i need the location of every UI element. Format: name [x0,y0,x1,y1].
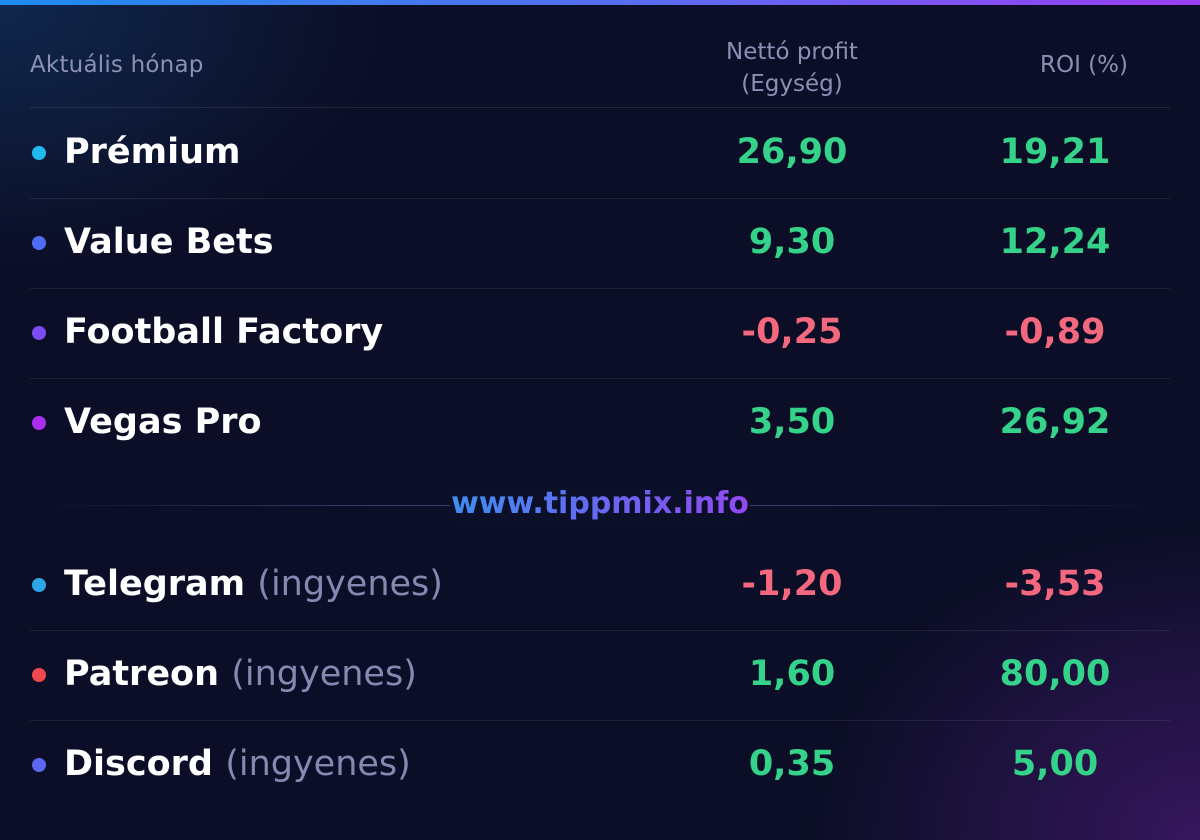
row-bullet-dot [32,236,46,250]
table-row: Vegas Pro 3,50 26,92 [30,378,1170,468]
net-profit-value: 0,35 [748,744,836,784]
row-name-suffix: (ingyenes) [231,654,417,694]
row-name: Football Factory [64,312,383,352]
row-name-label: Prémium [64,132,241,172]
roi-value: 80,00 [999,654,1111,694]
row-bullet-dot [32,758,46,772]
table-header: Aktuális hónap Nettó profit (Egység) ROI… [30,0,1170,108]
table-row: Value Bets 9,30 12,24 [30,198,1170,289]
row-bullet-dot [32,668,46,682]
row-bullet-dot [32,326,46,340]
row-name: Telegram (ingyenes) [64,564,443,604]
roi-value: -0,89 [1004,312,1106,352]
table-row: Telegram (ingyenes) -1,20 -3,53 [30,540,1170,631]
row-name: Patreon (ingyenes) [64,654,417,694]
row-name-label: Value Bets [64,222,274,262]
table-row: Prémium 26,90 19,21 [30,108,1170,199]
table-row: Discord (ingyenes) 0,35 5,00 [30,720,1170,810]
roi-value: 19,21 [999,132,1111,172]
roi-value: 5,00 [1011,744,1099,784]
net-profit-value: 1,60 [748,654,836,694]
row-name-label: Discord [64,744,213,784]
row-name-label: Football Factory [64,312,384,352]
site-watermark: www.tippmix.info [400,484,800,523]
net-profit-value: 26,90 [736,132,848,172]
roi-column-header: ROI (%) [1040,52,1128,78]
profit-column-header: Nettó profit (Egység) [692,36,892,100]
row-name-suffix: (ingyenes) [225,744,411,784]
roi-value: 26,92 [999,402,1111,442]
profit-header-line1: Nettó profit [726,39,858,65]
row-bullet-dot [32,416,46,430]
row-name-label: Vegas Pro [64,402,262,442]
profit-header-line2: (Egység) [741,71,843,97]
row-bullet-dot [32,146,46,160]
month-column-header: Aktuális hónap [30,52,204,78]
net-profit-value: 3,50 [748,402,836,442]
roi-value: -3,53 [1004,564,1106,604]
row-name-label: Telegram [64,564,246,604]
net-profit-value: -1,20 [741,564,843,604]
net-profit-value: 9,30 [748,222,836,262]
row-name: Discord (ingyenes) [64,744,411,784]
row-bullet-dot [32,578,46,592]
row-name-label: Patreon [64,654,220,694]
row-name-suffix: (ingyenes) [257,564,443,604]
row-name: Value Bets [64,222,274,262]
watermark-backdrop [450,488,750,524]
roi-value: 12,24 [999,222,1111,262]
row-name: Prémium [64,132,241,172]
top-accent-bar [0,0,1200,5]
row-name: Vegas Pro [64,402,262,442]
table-row: Patreon (ingyenes) 1,60 80,00 [30,630,1170,721]
net-profit-value: -0,25 [741,312,843,352]
table-row: Football Factory -0,25 -0,89 [30,288,1170,379]
